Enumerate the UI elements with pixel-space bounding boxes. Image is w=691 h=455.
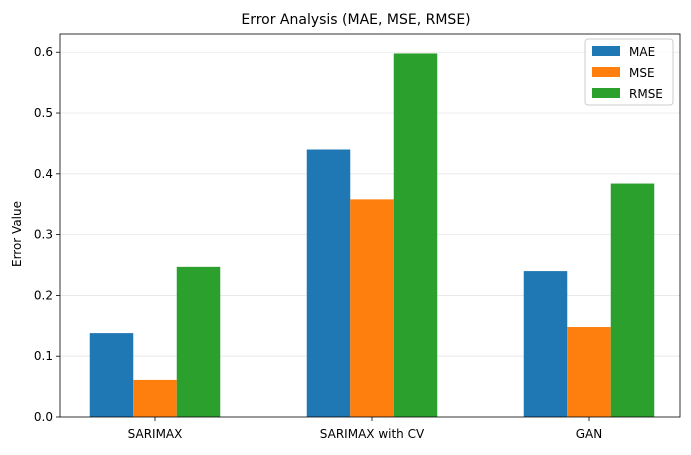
plot-frame xyxy=(59,33,681,418)
legend-swatch-mse xyxy=(592,67,620,77)
bar-mae-1 xyxy=(306,149,351,417)
x-tick-label: SARIMAX xyxy=(128,427,183,441)
axes xyxy=(56,33,681,421)
y-tick-label: 0.2 xyxy=(34,288,53,302)
bar-rmse-2 xyxy=(610,183,655,417)
bar-mse-0 xyxy=(133,379,177,417)
y-tick-label: 0.4 xyxy=(34,167,53,181)
chart-title: Error Analysis (MAE, MSE, RMSE) xyxy=(241,12,470,28)
y-axis-label: Error Value xyxy=(10,201,24,267)
bar-rmse-0 xyxy=(176,266,221,417)
bar-rmse-1 xyxy=(393,53,438,417)
y-tick-label: 0.0 xyxy=(34,410,53,424)
bars xyxy=(89,53,655,417)
legend-swatch-rmse xyxy=(592,88,620,98)
legend-swatch-mae xyxy=(592,46,620,56)
x-tick-label: GAN xyxy=(576,427,602,441)
y-tick-label: 0.1 xyxy=(34,349,53,363)
y-tick-label: 0.6 xyxy=(34,45,53,59)
bar-mse-1 xyxy=(350,199,394,417)
x-tick-label: SARIMAX with CV xyxy=(320,427,425,441)
bar-mse-2 xyxy=(567,327,611,417)
y-tick-label: 0.3 xyxy=(34,228,53,242)
legend-label-mae: MAE xyxy=(629,45,655,59)
legend-label-rmse: RMSE xyxy=(629,87,663,101)
y-tick-label: 0.5 xyxy=(34,106,53,120)
tick-labels: 0.0 0.1 0.2 0.3 0.4 0.5 0.6 SARIMAX SARIMAX with… xyxy=(34,45,602,441)
legend-label-mse: MSE xyxy=(629,66,655,80)
legend: MAE MSE RMSE xyxy=(584,38,674,106)
bar-mae-2 xyxy=(523,271,568,417)
bar-mae-0 xyxy=(89,333,134,417)
